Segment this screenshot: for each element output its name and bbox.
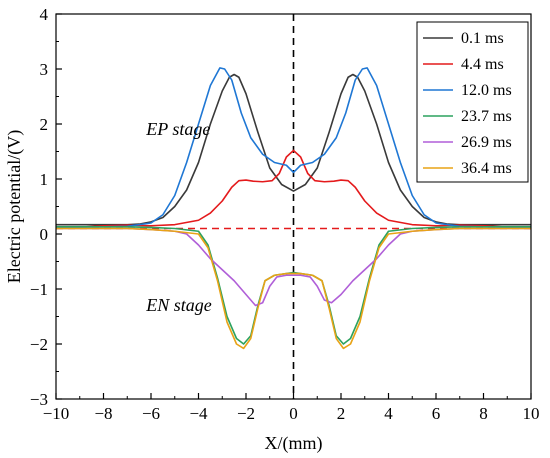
- series-line-2: [55, 67, 532, 229]
- y-tick-label: 3: [40, 60, 49, 79]
- x-tick-label: 6: [432, 404, 441, 423]
- series-line-3: [56, 226, 531, 345]
- x-tick-label: 8: [479, 404, 488, 423]
- y-axis-title: Electric potential/(V): [4, 130, 25, 283]
- y-tick-label: 1: [40, 170, 49, 189]
- x-axis-title: X/(mm): [265, 433, 323, 454]
- legend: 0.1 ms 4.4 ms 12.0 ms 23.7 ms 26.9 ms 36.4 ms: [416, 21, 529, 183]
- x-tick-label: 4: [384, 404, 393, 423]
- x-tick-label: −6: [142, 404, 160, 423]
- legend-label-3: 23.7 ms: [461, 108, 512, 125]
- series-line-4: [56, 227, 531, 307]
- annotation-en-stage: EN stage: [145, 295, 212, 315]
- x-tick-label: −2: [237, 404, 255, 423]
- legend-label-5: 36.4 ms: [461, 160, 512, 177]
- legend-box: [416, 21, 529, 183]
- x-tick-label: −4: [189, 404, 208, 423]
- x-tick-label: 0: [289, 404, 298, 423]
- y-tick-label: −1: [30, 280, 48, 299]
- x-tick-label: 10: [523, 404, 540, 423]
- y-tick-label: −3: [30, 390, 48, 409]
- y-tick-label: 2: [40, 115, 49, 134]
- y-tick-label: 4: [40, 5, 49, 24]
- annotation-ep-stage: EP stage: [145, 119, 210, 139]
- reference-lines: [56, 14, 531, 399]
- axis-ticks: [55, 13, 532, 400]
- legend-label-4: 26.9 ms: [461, 134, 512, 151]
- x-tick-label: 2: [337, 404, 346, 423]
- series-line-0: [56, 73, 531, 226]
- legend-label-0: 0.1 ms: [461, 30, 504, 47]
- y-tick-label: 0: [40, 225, 49, 244]
- y-tick-label: −2: [30, 335, 48, 354]
- series-line-5: [56, 227, 531, 350]
- series-line-1: [55, 149, 532, 230]
- legend-label-2: 12.0 ms: [461, 82, 512, 99]
- series-lines: [55, 67, 532, 350]
- x-tick-label: −10: [43, 404, 70, 423]
- x-tick-label: −8: [94, 404, 112, 423]
- legend-label-1: 4.4 ms: [461, 56, 504, 73]
